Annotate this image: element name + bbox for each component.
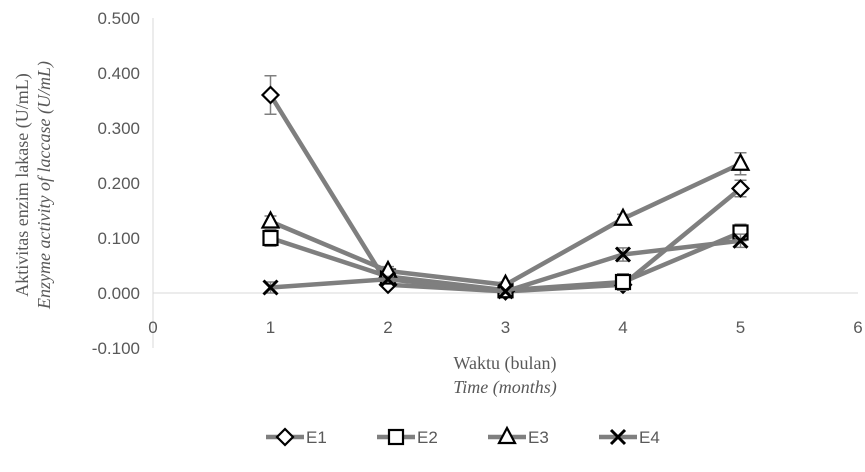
series-lines <box>263 76 749 300</box>
legend: E1 E2 E3 E4 <box>266 428 660 447</box>
y-tick-label: 0.100 <box>97 229 140 248</box>
x-tick-labels: 0 1 2 3 4 5 6 <box>148 318 862 337</box>
legend-label-e4: E4 <box>639 428 660 447</box>
y-tick-label: 0.300 <box>97 119 140 138</box>
legend-label-e2: E2 <box>417 428 438 447</box>
x-axis-title: Waktu (bulan) <box>453 353 556 374</box>
y-tick-label: 0.500 <box>97 9 140 28</box>
legend-marker-e1 <box>277 429 293 445</box>
x-tick-label: 3 <box>501 318 510 337</box>
x-tick-label: 6 <box>853 318 862 337</box>
legend-item-e2: E2 <box>377 428 438 447</box>
y-tick-label: 0.400 <box>97 64 140 83</box>
data-point-e2 <box>264 231 278 245</box>
legend-marker-e2 <box>389 430 403 444</box>
legend-label-e1: E1 <box>306 428 327 447</box>
x-tick-label: 2 <box>383 318 392 337</box>
y-tick-labels: -0.100 0.000 0.100 0.200 0.300 0.400 0.500 <box>92 9 140 358</box>
y-tick-label: 0.200 <box>97 174 140 193</box>
y-tick-label: -0.100 <box>92 339 140 358</box>
x-tick-label: 1 <box>266 318 275 337</box>
series-line-e3 <box>271 164 741 285</box>
x-tick-label: 5 <box>736 318 745 337</box>
legend-label-e3: E3 <box>528 428 549 447</box>
x-tick-label: 4 <box>618 318 627 337</box>
series-e3 <box>263 153 749 291</box>
data-point-e2 <box>616 275 630 289</box>
legend-item-e1: E1 <box>266 428 327 447</box>
x-tick-label: 0 <box>148 318 157 337</box>
legend-item-e3: E3 <box>488 428 549 447</box>
y-axis-title: Aktivitas enzim lakase (U/mL) <box>12 73 33 296</box>
data-point-e3 <box>263 213 279 228</box>
x-axis-subtitle: Time (months) <box>453 377 557 398</box>
series-e1 <box>263 76 749 300</box>
data-point-e3 <box>733 155 749 170</box>
legend-item-e4: E4 <box>599 428 660 447</box>
y-tick-label: 0.000 <box>97 284 140 303</box>
y-axis-subtitle: Enzyme activity of laccase (U/mL) <box>34 61 55 310</box>
